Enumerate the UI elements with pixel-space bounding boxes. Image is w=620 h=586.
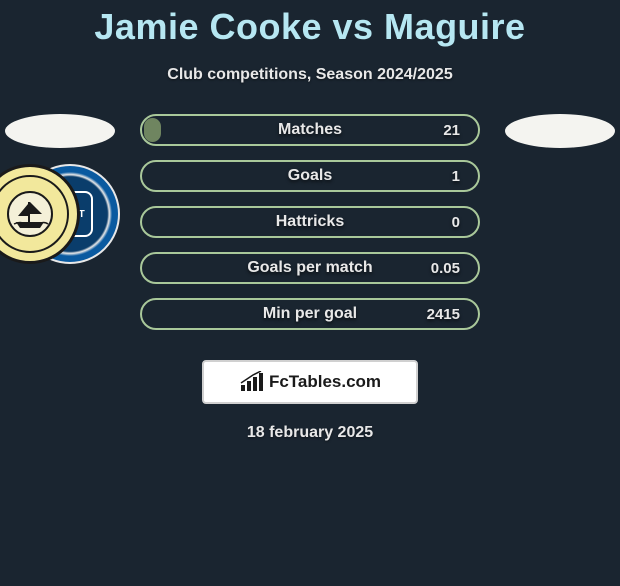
left-ellipse [5, 114, 115, 148]
stat-value: 0 [452, 214, 460, 231]
stat-row: Min per goal 2415 [140, 298, 480, 330]
right-ellipse [505, 114, 615, 148]
ship-icon [10, 194, 50, 234]
stat-value: 21 [443, 122, 460, 139]
subtitle: Club competitions, Season 2024/2025 [0, 66, 620, 84]
stat-value: 1 [452, 168, 460, 185]
stat-label: Min per goal [263, 305, 357, 323]
stat-value: 0.05 [431, 260, 460, 277]
stat-label: Goals per match [247, 259, 372, 277]
date-label: 18 february 2025 [0, 424, 620, 442]
stat-row: Matches 21 [140, 114, 480, 146]
comparison-panel: FC HT Matches21Goals1Hattricks0Goals per… [0, 114, 620, 344]
page-title: Jamie Cooke vs Maguire [0, 6, 620, 48]
stat-label: Goals [288, 167, 332, 185]
stat-row: Goals 1 [140, 160, 480, 192]
stats-list: Matches 21 Goals 1 Hattricks 0 Goals per match… [140, 114, 480, 344]
bar-chart-icon [239, 371, 265, 393]
boston-ship [7, 191, 53, 237]
stat-label: Matches [278, 121, 342, 139]
stat-fill [144, 118, 161, 142]
brand-text: FcTables.com [269, 372, 381, 392]
stat-value: 2415 [427, 306, 460, 323]
stat-row: Hattricks 0 [140, 206, 480, 238]
brand-box: FcTables.com [202, 360, 418, 404]
stat-row: Goals per match 0.05 [140, 252, 480, 284]
stat-label: Hattricks [276, 213, 344, 231]
